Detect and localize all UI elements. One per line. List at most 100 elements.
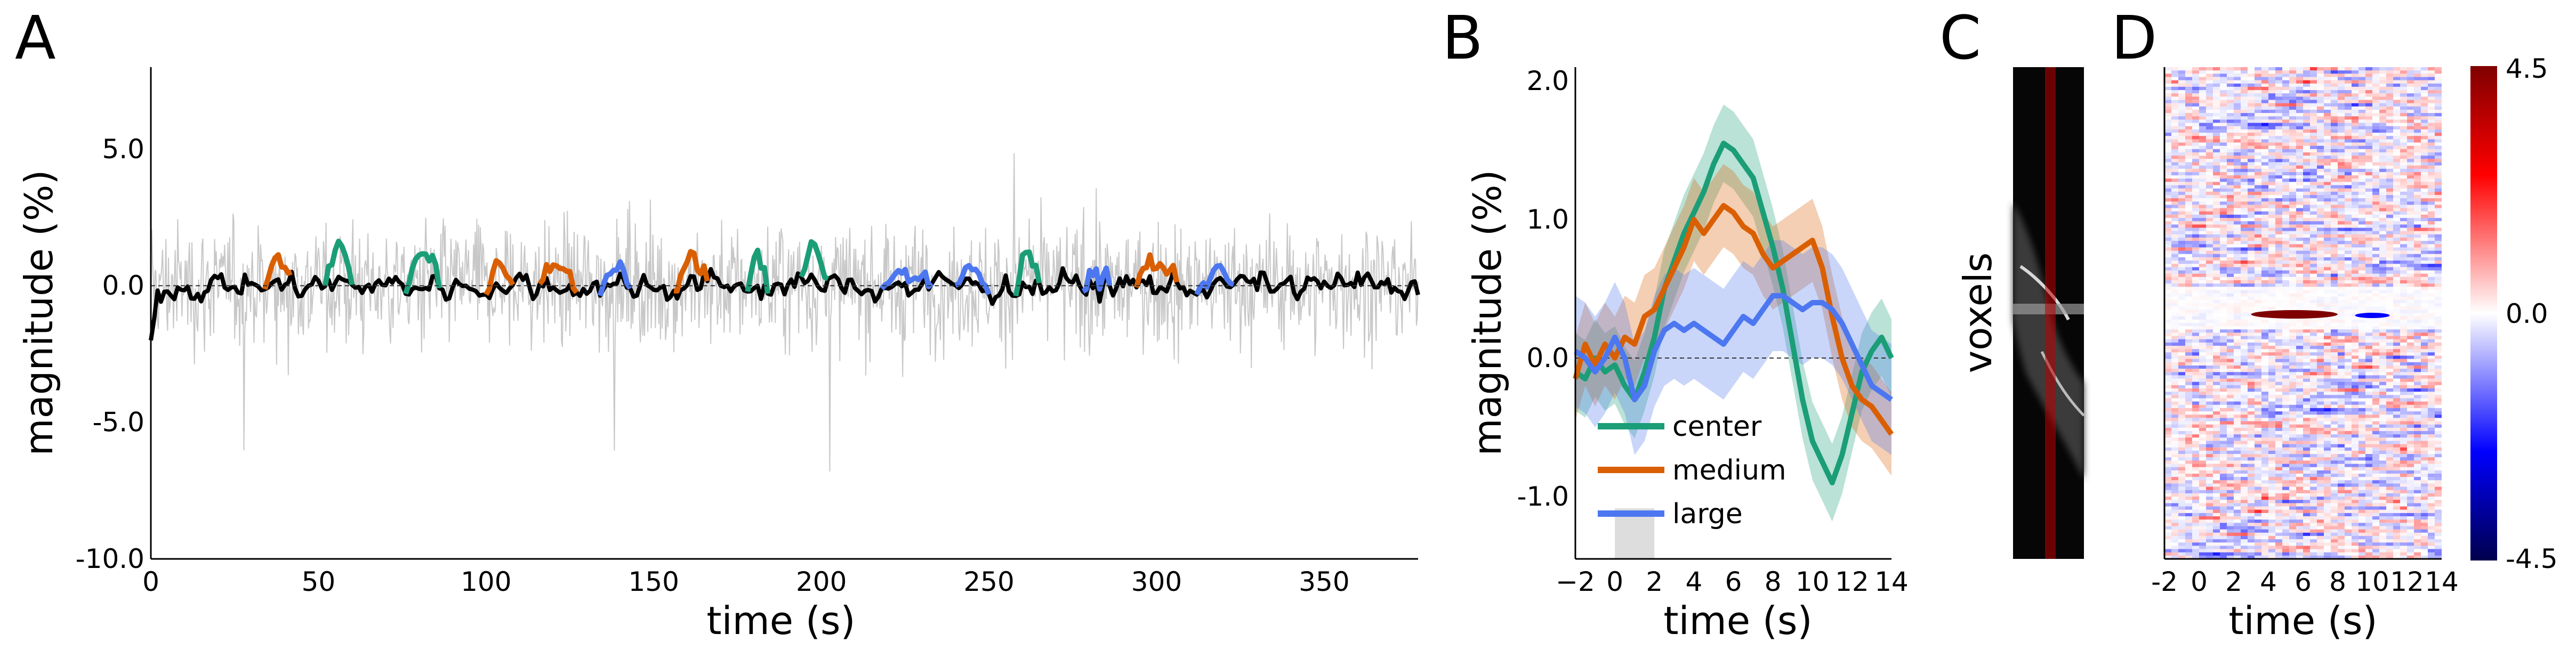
heatmap-cell [2261, 349, 2269, 353]
heatmap-cell [2164, 103, 2172, 107]
heatmap-cell [2428, 205, 2435, 209]
heatmap-cell [2261, 450, 2269, 454]
heatmap-cell [2331, 123, 2338, 127]
heatmap-cell [2372, 96, 2380, 101]
heatmap-cell [2296, 395, 2304, 399]
heatmap-cell [2289, 421, 2297, 425]
heatmap-cell [2199, 437, 2207, 442]
heatmap-cell [2317, 136, 2324, 140]
heatmap-cell [2199, 303, 2207, 307]
heatmap-cell [2268, 119, 2276, 124]
heatmap-cell [2255, 133, 2262, 136]
heatmap-cell [2241, 346, 2248, 350]
heatmap-cell [2338, 110, 2345, 113]
heatmap-cell [2421, 119, 2428, 124]
heatmap-cell [2317, 214, 2324, 218]
heatmap-cell [2303, 398, 2311, 402]
heatmap-cell [2227, 372, 2234, 376]
heatmap-cell [2255, 355, 2262, 360]
heatmap-cell [2421, 441, 2428, 445]
heatmap-cell [2324, 411, 2331, 415]
heatmap-cell [2386, 133, 2394, 136]
heatmap-cell [2372, 136, 2380, 140]
heatmap-cell [2393, 359, 2401, 363]
heatmap-cell [2289, 277, 2297, 281]
heatmap-cell [2296, 365, 2304, 369]
heatmap-cell [2365, 175, 2373, 179]
heatmap-cell [2421, 450, 2428, 454]
heatmap-cell [2192, 283, 2200, 287]
heatmap-cell [2289, 306, 2297, 310]
heatmap-cell [2414, 257, 2421, 261]
heatmap-cell [2317, 381, 2324, 386]
heatmap-cell [2185, 257, 2193, 261]
heatmap-cell [2199, 365, 2207, 369]
heatmap-cell [2171, 392, 2179, 395]
heatmap-cell [2365, 116, 2373, 120]
heatmap-cell [2255, 290, 2262, 294]
heatmap-cell [2192, 221, 2200, 225]
heatmap-cell [2255, 77, 2262, 81]
heatmap-cell [2296, 378, 2304, 383]
heatmap-cell [2310, 342, 2317, 346]
heatmap-cell [2164, 418, 2172, 422]
heatmap-cell [2255, 162, 2262, 166]
heatmap-cell [2317, 421, 2324, 425]
heatmap-cell [2358, 329, 2366, 334]
heatmap-cell [2268, 250, 2276, 255]
heatmap-cell [2310, 421, 2317, 425]
heatmap-cell [2164, 392, 2172, 395]
heatmap-cell [2435, 234, 2442, 238]
heatmap-cell [2428, 418, 2435, 422]
heatmap-cell [2345, 106, 2352, 110]
heatmap-cell [2213, 444, 2220, 448]
heatmap-cell [2386, 241, 2394, 245]
heatmap-cell [2199, 431, 2207, 435]
heatmap-cell [2289, 349, 2297, 353]
heatmap-cell [2289, 211, 2297, 215]
heatmap-cell [2275, 332, 2283, 337]
heatmap-cell [2358, 355, 2366, 360]
heatmap-cell [2310, 116, 2317, 120]
heatmap-cell [2282, 427, 2290, 432]
heatmap-cell [2213, 385, 2220, 389]
heatmap-cell [2164, 303, 2172, 307]
heatmap-cell [2241, 208, 2248, 212]
heatmap-cell [2358, 201, 2366, 206]
heatmap-cell [2261, 280, 2269, 284]
heatmap-cell [2372, 224, 2380, 229]
heatmap-cell [2275, 447, 2283, 451]
heatmap-cell [2303, 201, 2311, 206]
heatmap-cell [2199, 172, 2207, 176]
heatmap-cell [2255, 398, 2262, 402]
heatmap-cell [2282, 74, 2290, 78]
heatmap-cell [2289, 385, 2297, 389]
heatmap-cell [2393, 142, 2401, 147]
heatmap-cell [2206, 365, 2213, 369]
heatmap-cell [2310, 86, 2317, 91]
heatmap-cell [2261, 234, 2269, 238]
x-tick-label: 12 [1835, 566, 1869, 597]
heatmap-cell [2421, 211, 2428, 215]
heatmap-cell [2282, 336, 2290, 340]
heatmap-cell [2275, 231, 2283, 235]
heatmap-cell [2345, 172, 2352, 176]
heatmap-cell [2386, 201, 2394, 206]
heatmap-cell [2171, 457, 2179, 461]
heatmap-cell [2338, 378, 2345, 383]
heatmap-cell [2310, 365, 2317, 369]
heatmap-cell [2220, 267, 2227, 271]
heatmap-cell [2338, 191, 2345, 196]
heatmap-cell [2199, 106, 2207, 110]
heatmap-cell [2282, 86, 2290, 91]
heatmap-cell [2268, 178, 2276, 182]
heatmap-cell [2164, 427, 2172, 432]
heatmap-cell [2331, 392, 2338, 395]
heatmap-cell [2213, 191, 2220, 196]
heatmap-cell [2365, 381, 2373, 386]
heatmap-cell [2421, 67, 2428, 71]
heatmap-cell [2255, 244, 2262, 248]
heatmap-cell [2255, 83, 2262, 87]
heatmap-cell [2220, 421, 2227, 425]
heatmap-cell [2331, 415, 2338, 419]
